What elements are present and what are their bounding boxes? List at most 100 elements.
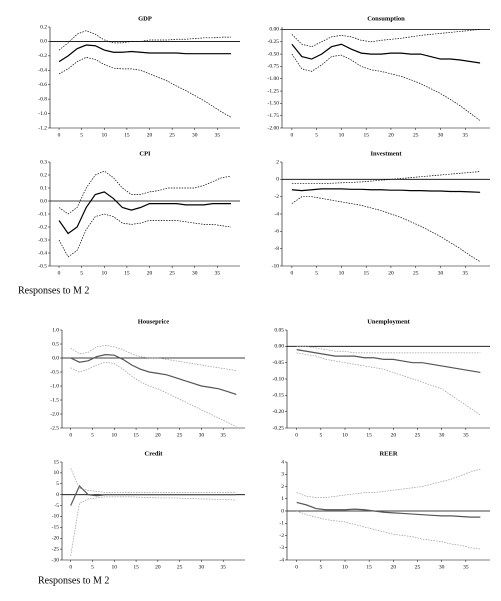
response-line: [70, 468, 237, 493]
x-tick-label: 0: [58, 270, 61, 276]
response-line: [58, 213, 231, 258]
y-tick-label: 5: [56, 481, 59, 487]
x-tick-label: 10: [102, 132, 108, 138]
y-tick-label: -1.75: [268, 113, 280, 119]
response-line: [70, 345, 237, 371]
y-tick-label: -0.4: [38, 250, 47, 256]
y-tick-label: -2: [274, 194, 279, 200]
y-tick-label: 0.0: [40, 198, 47, 204]
y-tick-label: -0.15: [273, 393, 285, 399]
y-tick-label: 0.00: [269, 27, 279, 33]
x-tick-label: 30: [438, 270, 444, 276]
x-tick-label: 20: [147, 270, 153, 276]
y-tick-label: -3: [279, 545, 284, 551]
x-tick-label: 20: [391, 432, 397, 438]
x-tick-label: 25: [415, 564, 421, 570]
y-tick-label: -30: [52, 557, 60, 563]
y-tick-label: -0.25: [268, 39, 280, 45]
x-tick-label: 0: [291, 132, 294, 138]
x-tick-label: 20: [155, 564, 161, 570]
x-tick-label: 0: [291, 270, 294, 276]
y-tick-label: -1.25: [268, 88, 280, 94]
x-tick-label: 5: [91, 564, 94, 570]
x-tick-label: 30: [439, 564, 445, 570]
y-tick-label: 2: [276, 159, 279, 165]
x-tick-label: 10: [339, 132, 345, 138]
x-tick-label: 35: [463, 564, 469, 570]
y-tick-label: -0.1: [38, 211, 47, 217]
x-tick-label: 30: [192, 132, 198, 138]
caption: Responses to M 2: [18, 285, 89, 296]
x-tick-label: 0: [295, 564, 298, 570]
response-line: [291, 53, 481, 121]
x-tick-label: 20: [391, 564, 397, 570]
response-line: [58, 191, 231, 235]
x-tick-label: 0: [295, 432, 298, 438]
response-line: [291, 188, 481, 193]
y-tick-label: -1.5: [50, 397, 59, 403]
y-tick-label: -0.05: [273, 360, 285, 366]
y-tick-label: 0.05: [274, 327, 284, 333]
x-tick-label: 35: [462, 270, 468, 276]
response-line: [70, 496, 237, 556]
x-tick-label: 5: [315, 270, 318, 276]
y-tick-label: -8: [274, 246, 279, 252]
response-line: [58, 170, 231, 215]
x-tick-label: 5: [80, 270, 83, 276]
y-tick-label: -1.00: [268, 76, 280, 82]
response-line: [58, 30, 231, 51]
x-tick-label: 20: [388, 132, 394, 138]
y-tick-label: 0.0: [40, 39, 47, 45]
y-tick-label: -0.5: [38, 263, 47, 269]
response-line: [296, 345, 481, 354]
y-tick-label: -1.2: [38, 125, 47, 131]
x-tick-label: 15: [363, 270, 369, 276]
x-tick-label: 15: [124, 132, 130, 138]
y-tick-label: -0.50: [268, 51, 280, 57]
chart-title: GDP: [138, 15, 152, 22]
y-tick-label: -0.25: [273, 425, 285, 431]
x-tick-label: 10: [112, 432, 118, 438]
y-tick-label: 0: [56, 492, 59, 498]
chart-title: REER: [379, 450, 397, 457]
x-tick-label: 20: [155, 432, 161, 438]
y-tick-label: 10: [54, 470, 60, 476]
x-tick-label: 30: [438, 132, 444, 138]
x-tick-label: 10: [112, 564, 118, 570]
response-line: [296, 510, 481, 550]
chart-title: Houseprice: [138, 318, 170, 325]
x-tick-label: 25: [413, 132, 419, 138]
y-tick-label: -0.75: [268, 64, 280, 70]
y-tick-label: -1.0: [38, 111, 47, 117]
response-line: [291, 43, 481, 64]
y-tick-label: 15: [54, 459, 60, 465]
x-tick-label: 5: [91, 432, 94, 438]
response-line: [296, 352, 481, 416]
y-tick-label: 3: [281, 472, 284, 478]
x-tick-label: 15: [124, 270, 130, 276]
x-tick-label: 0: [69, 432, 72, 438]
x-tick-label: 5: [80, 132, 83, 138]
y-tick-label: -4: [274, 211, 279, 217]
x-tick-label: 30: [199, 564, 205, 570]
x-tick-label: 15: [133, 564, 139, 570]
y-tick-label: -2.5: [50, 425, 59, 431]
x-tick-label: 35: [220, 564, 226, 570]
x-tick-label: 25: [177, 432, 183, 438]
y-tick-label: 1.0: [52, 327, 59, 333]
y-tick-label: 1: [281, 496, 284, 502]
x-tick-label: 35: [462, 132, 468, 138]
chart-title: CPI: [139, 150, 151, 157]
x-tick-label: 10: [342, 564, 348, 570]
x-tick-label: 25: [415, 432, 421, 438]
chart-title: Consumption: [367, 15, 405, 22]
chart-title: Unemployment: [367, 318, 410, 325]
x-tick-label: 5: [319, 432, 322, 438]
y-tick-label: -0.4: [38, 68, 47, 74]
x-tick-label: 25: [413, 270, 419, 276]
y-tick-label: -6: [274, 229, 279, 235]
x-tick-label: 15: [366, 432, 372, 438]
x-tick-label: 0: [58, 132, 61, 138]
response-line: [70, 484, 237, 506]
y-tick-label: -1.50: [268, 101, 280, 107]
